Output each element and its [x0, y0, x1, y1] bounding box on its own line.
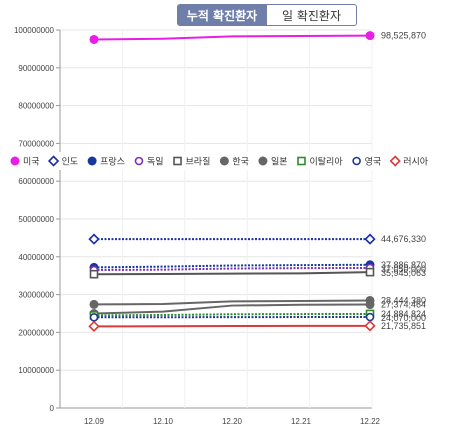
legend-entry-미국: 미국 — [23, 157, 40, 168]
legend-marker-미국 — [10, 156, 20, 166]
legend-entry-러시아: 러시아 — [403, 157, 429, 168]
x-tick-label: 12.22 — [360, 417, 381, 426]
series-line-한국 — [93, 299, 371, 306]
tab-cumulative-cases[interactable]: 누적 확진환자 — [177, 4, 267, 26]
series-group — [88, 31, 376, 332]
y-tick-label: 20000000 — [18, 328, 54, 337]
legend-marker-한국 — [219, 156, 229, 166]
series-line-러시아 — [93, 324, 371, 328]
legend-marker-인도 — [47, 155, 60, 167]
data-point-end-인도 — [364, 233, 376, 245]
series-line-브라질 — [93, 271, 371, 276]
y-tick-label: 50000000 — [18, 215, 54, 224]
legend-entry-일본: 일본 — [271, 157, 288, 168]
legend-entry-영국: 영국 — [365, 157, 382, 168]
legend-marker-영국 — [352, 156, 361, 166]
data-point-end-미국 — [365, 31, 375, 41]
legend-entry-인도: 인도 — [62, 157, 79, 168]
end-label-프랑스: 37,886,870 — [381, 260, 426, 270]
end-label-영국: 24,070,000 — [381, 313, 426, 323]
data-point-start-인도 — [88, 233, 100, 245]
data-point-start-러시아 — [88, 320, 100, 332]
legend: 미국 인도 프랑스 독일 브라질 한국 일본 이탈리아 영국 러시아 — [0, 152, 450, 170]
series-line-프랑스 — [93, 263, 371, 269]
series-line-이탈리아 — [93, 312, 371, 317]
y-tick-label: 0 — [50, 404, 55, 413]
data-point-start-미국 — [89, 34, 99, 44]
y-tick-label: 80000000 — [18, 102, 54, 111]
x-tick-label: 12.21 — [291, 417, 312, 426]
data-point-end-브라질 — [365, 267, 375, 277]
tab-group: 누적 확진환자 일 확진환자 — [177, 4, 357, 26]
legend-marker-러시아 — [389, 155, 401, 167]
x-tick-label: 12.10 — [153, 417, 174, 426]
legend-marker-독일 — [134, 156, 144, 166]
x-tick-label: 12.20 — [222, 417, 243, 426]
end-label-한국: 28,444,380 — [381, 295, 426, 305]
data-point-start-영국 — [89, 312, 99, 322]
data-point-start-브라질 — [89, 269, 99, 279]
end-label-러시아: 21,735,851 — [381, 321, 426, 331]
legend-marker-브라질 — [173, 156, 182, 166]
series-line-미국 — [93, 34, 371, 41]
x-tick-label: 12.09 — [84, 417, 105, 426]
data-point-end-일본 — [365, 300, 375, 310]
y-tick-label: 90000000 — [18, 64, 54, 73]
legend-entry-프랑스: 프랑스 — [100, 156, 125, 168]
y-tick-label: 30000000 — [18, 291, 54, 300]
legend-entry-브라질: 브라질 — [186, 156, 211, 168]
y-tick-label: 10000000 — [18, 366, 54, 375]
series-line-독일 — [93, 266, 371, 272]
data-point-start-한국 — [89, 299, 99, 309]
series-line-일본 — [93, 303, 371, 315]
x-axis: 12.09 12.10 12.20 12.21 12.22 — [84, 417, 381, 426]
y-tick-label: 40000000 — [18, 253, 54, 262]
end-label-브라질: 35,945,063 — [381, 268, 426, 278]
legend-marker-이탈리아 — [297, 156, 306, 166]
end-label-미국: 98,525,870 — [381, 31, 426, 41]
data-point-end-영국 — [365, 312, 375, 322]
grid-lines — [59, 29, 373, 409]
y-tick-label: 70000000 — [18, 139, 54, 148]
data-point-end-러시아 — [364, 320, 376, 332]
legend-marker-프랑스 — [87, 156, 97, 166]
end-labels: 98,525,870 44,676,330 37,886,87037,050,000… — [381, 31, 426, 331]
y-tick-label: 100000000 — [14, 26, 55, 35]
tab-daily-cases[interactable]: 일 확진환자 — [267, 4, 357, 26]
legend-entry-독일: 독일 — [147, 157, 164, 168]
end-label-독일: 37,050,000 — [381, 264, 426, 274]
end-label-이탈리아: 24,884,824 — [381, 309, 426, 319]
legend-marker-일본 — [258, 156, 268, 166]
end-label-일본: 27,374,464 — [381, 300, 426, 310]
legend-entry-이탈리아: 이탈리아 — [310, 157, 344, 168]
legend-entry-한국: 한국 — [232, 157, 249, 168]
y-axis: 0 10000000 20000000 30000000 40000000 5000000… — [14, 26, 61, 413]
end-label-인도: 44,676,330 — [381, 234, 426, 244]
y-tick-label: 60000000 — [18, 177, 54, 186]
